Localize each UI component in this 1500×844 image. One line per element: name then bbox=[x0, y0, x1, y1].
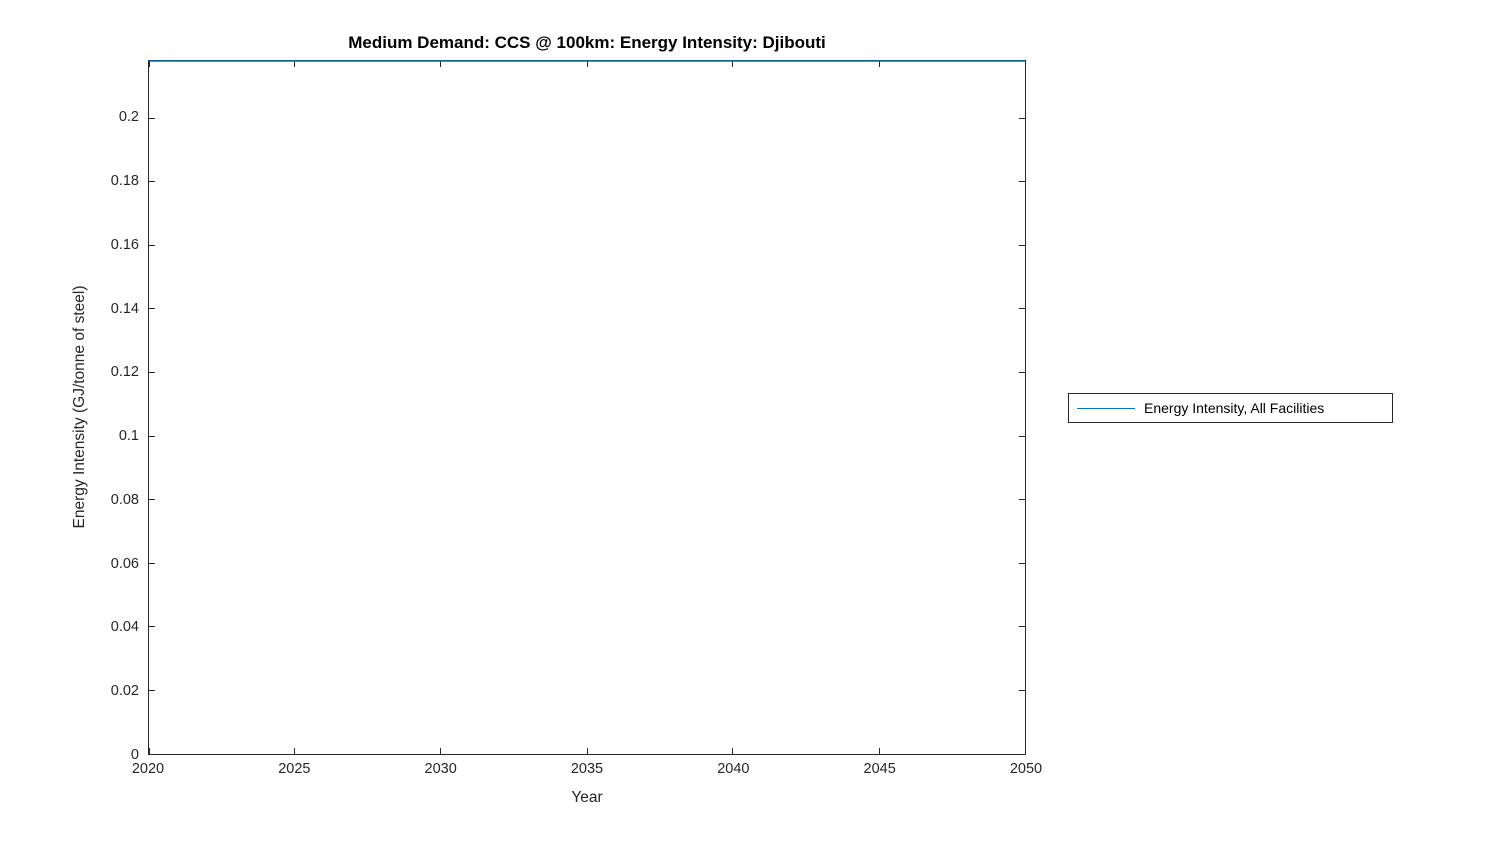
y-tick-label: 0 bbox=[130, 747, 139, 763]
y-tick-label: 0.02 bbox=[110, 683, 139, 700]
y-axis-label: Energy Intensity (GJ/tonne of steel) bbox=[71, 285, 88, 529]
x-tick-label: 2025 bbox=[278, 761, 311, 777]
y-tick-mark bbox=[149, 308, 155, 310]
y-axis-tick-labels: 0 0.02 0.04 0.06 0.08 0.1 0.12 0.14 0.16 0.18 0.2 bbox=[0, 60, 139, 763]
x-tick-mark bbox=[732, 61, 734, 67]
y-tick-mark bbox=[149, 435, 155, 437]
x-tick-label: 2020 bbox=[131, 761, 165, 777]
y-tick-mark bbox=[1019, 435, 1025, 437]
y-tick-mark bbox=[149, 689, 155, 691]
y-tick-label: 0.18 bbox=[110, 173, 139, 190]
y-tick-mark bbox=[149, 626, 155, 628]
y-tick-label: 0.16 bbox=[110, 236, 139, 253]
y-tick-mark bbox=[1019, 308, 1025, 310]
series-layer bbox=[149, 61, 1025, 754]
y-tick-mark bbox=[149, 372, 155, 374]
y-tick-mark bbox=[1019, 117, 1025, 119]
chart-title: Medium Demand: CCS @ 100km: Energy Inten… bbox=[348, 33, 826, 52]
y-tick-label: 0.06 bbox=[110, 555, 139, 572]
y-tick-label: 0.08 bbox=[110, 491, 139, 508]
legend-label: Energy Intensity, All Facilities bbox=[1144, 400, 1325, 416]
x-tick-label: 2050 bbox=[1009, 761, 1043, 777]
x-tick-mark bbox=[440, 61, 442, 67]
plot-area bbox=[148, 60, 1026, 755]
y-tick-mark bbox=[149, 562, 155, 564]
y-tick-mark bbox=[1019, 499, 1025, 501]
x-tick-mark bbox=[878, 61, 880, 67]
x-tick-mark bbox=[586, 748, 588, 754]
y-tick-label: 0.2 bbox=[118, 109, 139, 126]
y-tick-mark bbox=[149, 117, 155, 119]
legend: Energy Intensity, All Facilities bbox=[1068, 393, 1393, 423]
x-tick-mark bbox=[1024, 748, 1026, 754]
x-tick-mark bbox=[294, 61, 296, 67]
x-tick-mark bbox=[294, 748, 296, 754]
y-tick-mark bbox=[149, 181, 155, 183]
y-tick-mark bbox=[1019, 626, 1025, 628]
y-tick-mark bbox=[1019, 753, 1025, 755]
y-tick-mark bbox=[1019, 689, 1025, 691]
y-tick-mark bbox=[1019, 372, 1025, 374]
y-tick-mark bbox=[1019, 244, 1025, 246]
x-tick-mark bbox=[878, 748, 880, 754]
x-tick-mark bbox=[586, 61, 588, 67]
x-tick-mark bbox=[1024, 61, 1026, 67]
y-tick-mark bbox=[1019, 181, 1025, 183]
x-tick-label: 2035 bbox=[570, 761, 604, 777]
x-tick-label: 2040 bbox=[717, 761, 750, 777]
x-tick-mark bbox=[148, 748, 150, 754]
y-tick-label: 0.04 bbox=[110, 619, 139, 636]
x-tick-label: 2030 bbox=[424, 761, 457, 777]
x-tick-mark bbox=[440, 748, 442, 754]
y-tick-mark bbox=[1019, 562, 1025, 564]
y-tick-label: 0.14 bbox=[110, 300, 139, 317]
x-axis-tick-labels: 2020 2025 2030 2035 2040 2045 2050 bbox=[132, 761, 1042, 781]
y-tick-mark bbox=[149, 244, 155, 246]
y-tick-mark bbox=[149, 499, 155, 501]
y-tick-label: 0.1 bbox=[118, 428, 139, 445]
x-tick-label: 2045 bbox=[863, 761, 896, 777]
legend-line-sample-icon bbox=[1077, 407, 1135, 409]
y-tick-mark bbox=[149, 753, 155, 755]
x-axis-label: Year bbox=[571, 789, 603, 806]
x-tick-mark bbox=[732, 748, 734, 754]
y-tick-label: 0.12 bbox=[110, 364, 139, 381]
x-tick-mark bbox=[148, 61, 150, 67]
